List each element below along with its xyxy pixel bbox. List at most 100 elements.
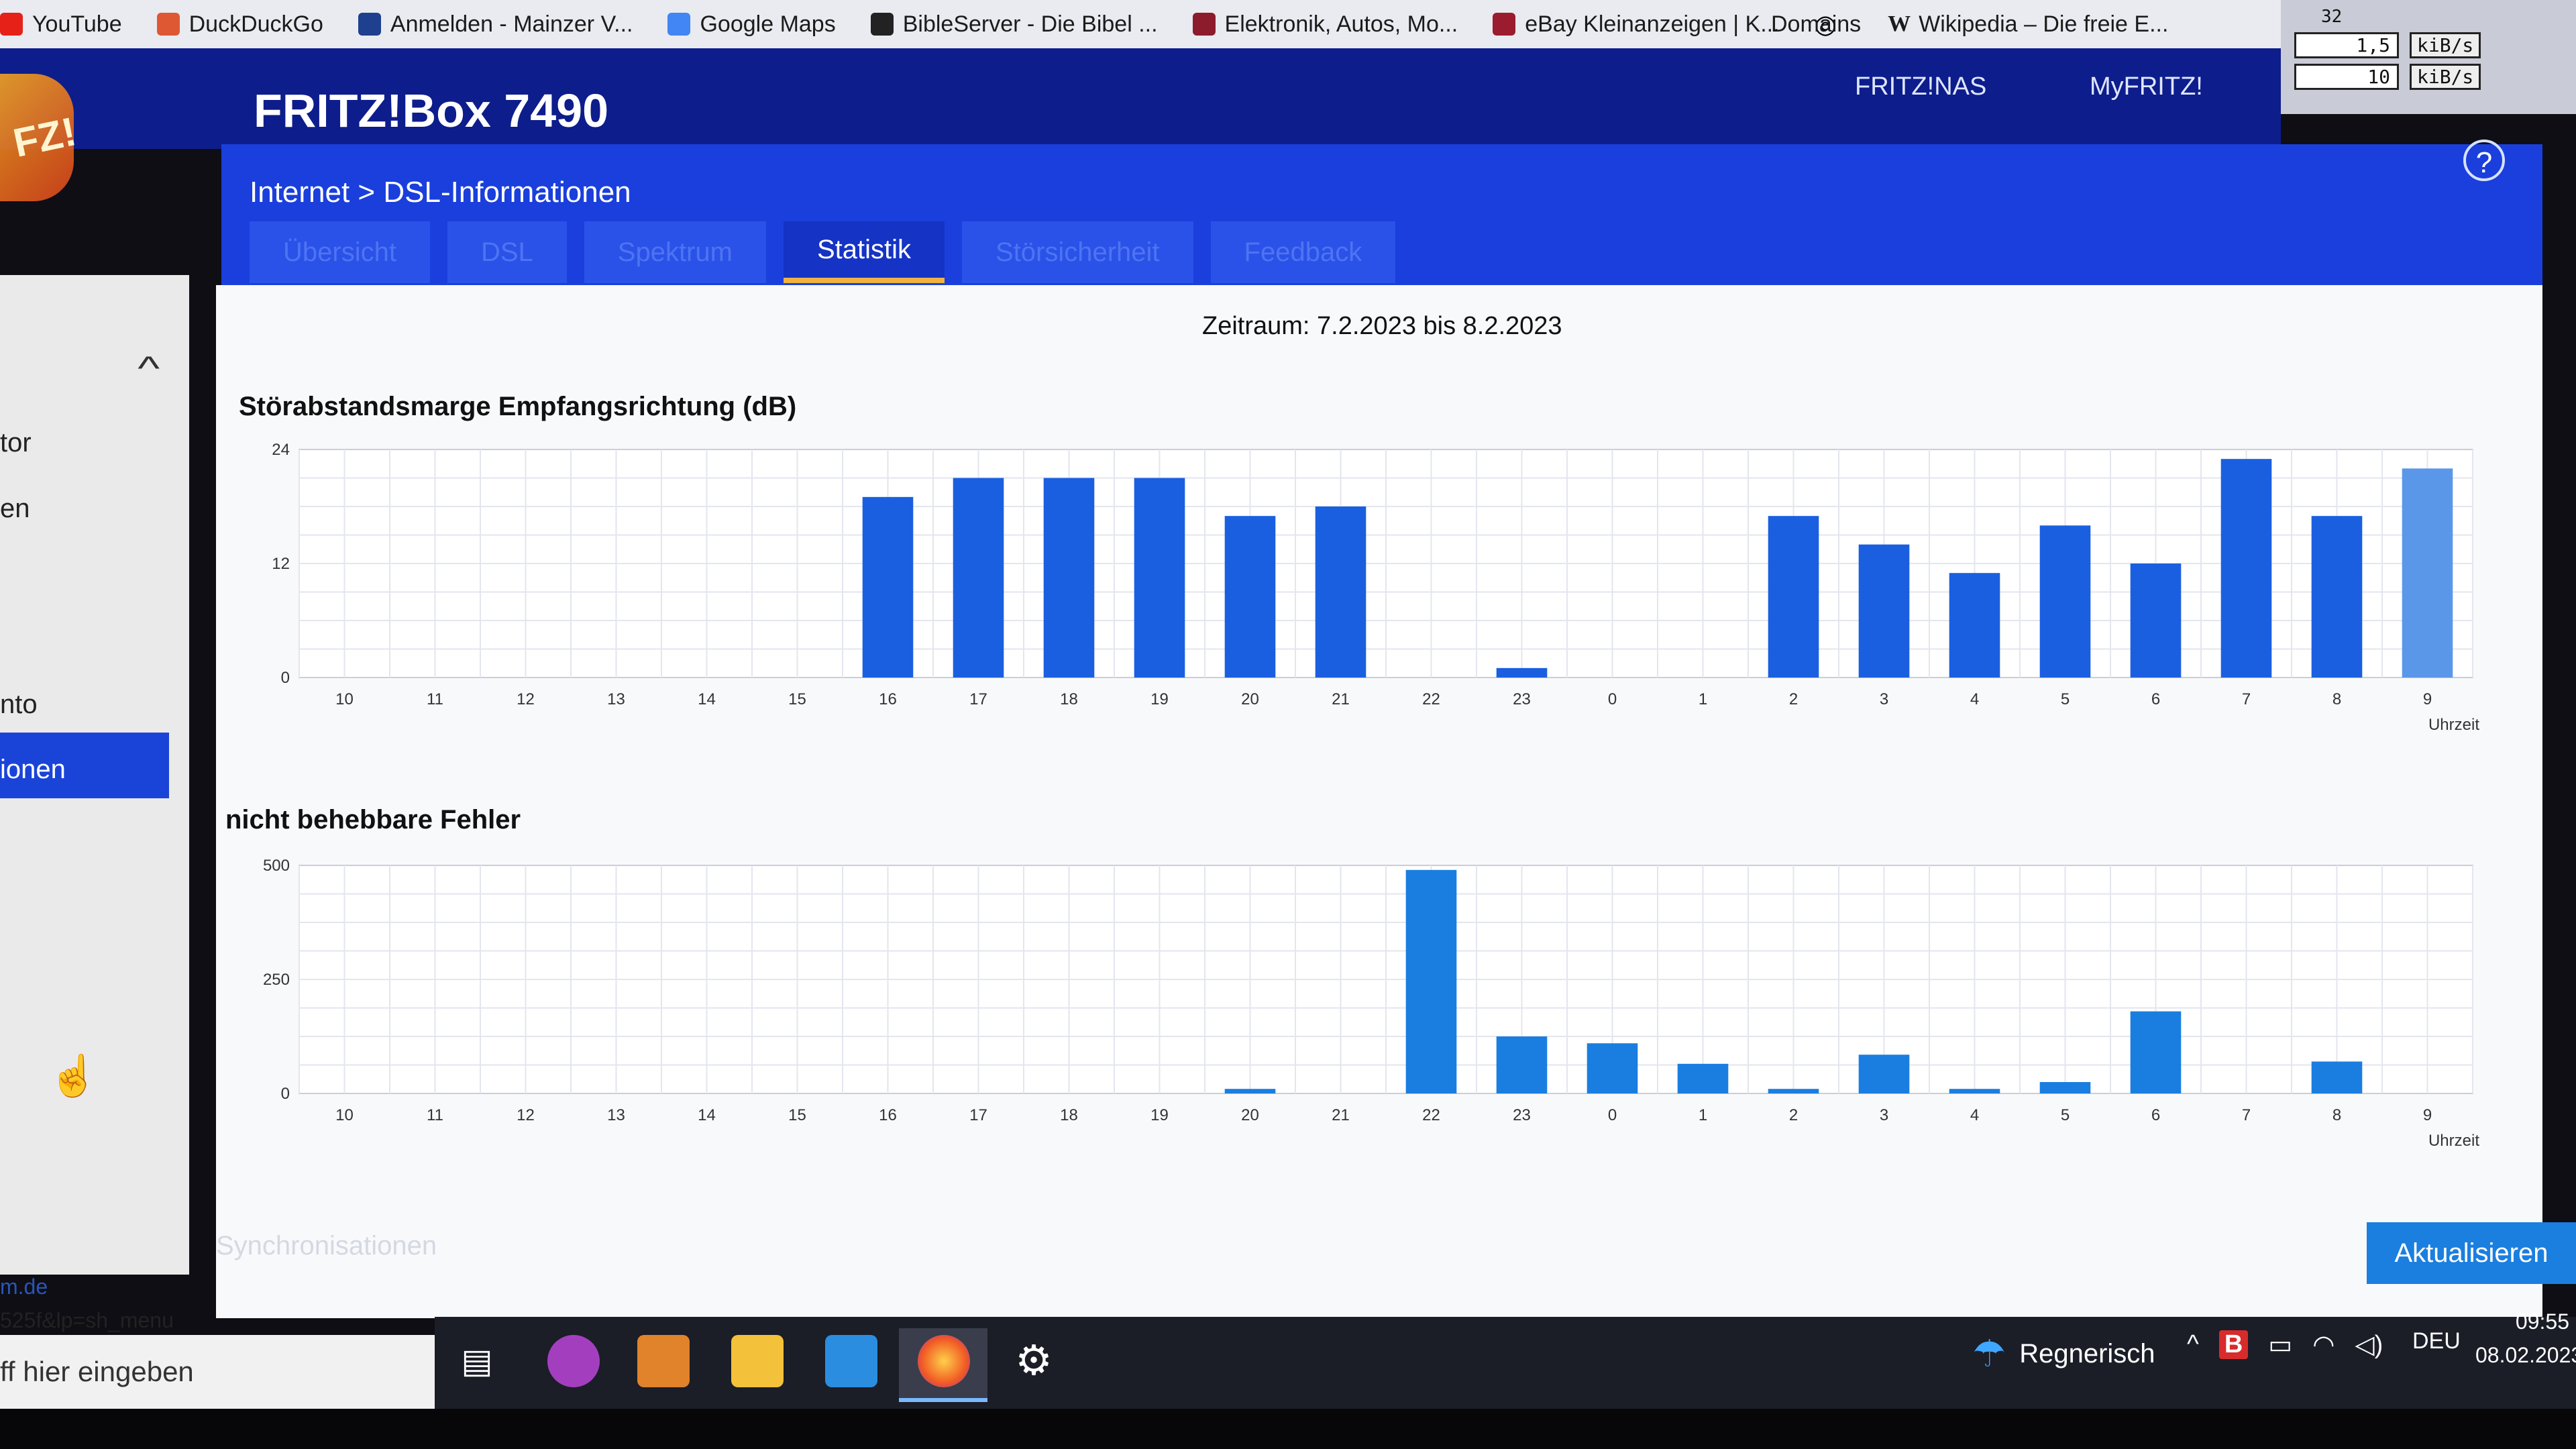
wikipedia-icon: W <box>1888 11 1911 36</box>
x-tick-label: 18 <box>1060 1106 1078 1124</box>
system-tray: ^ B ▭ ◠ ◁) <box>2187 1330 2383 1360</box>
tab-0[interactable]: Übersicht <box>250 221 430 283</box>
x-tick-label: 15 <box>788 1106 806 1124</box>
bookmark-item[interactable]: DuckDuckGo <box>156 11 323 38</box>
clock-time: 09:55 <box>2515 1309 2569 1334</box>
bookmark-favicon-icon <box>1493 13 1516 36</box>
sidebar-item-1[interactable]: tor <box>0 428 32 458</box>
nav-fritznas-link[interactable]: FRITZ!NAS <box>1855 72 1987 101</box>
bar <box>2311 516 2363 678</box>
x-tick-label: 8 <box>2332 690 2341 708</box>
store-icon[interactable] <box>825 1335 877 1387</box>
bookmark-wikipedia[interactable]: W Wikipedia – Die freie E... <box>1888 11 2168 38</box>
app-icon-1[interactable] <box>547 1335 600 1387</box>
bookmark-favicon-icon <box>358 13 381 36</box>
bookmark-favicon-icon <box>156 13 180 36</box>
bookmarks-right: Domains W Wikipedia – Die freie E... <box>1771 0 2168 48</box>
x-tick-label: 23 <box>1513 690 1531 708</box>
weather-label: Regnerisch <box>2019 1338 2155 1368</box>
bar <box>1858 1055 1910 1093</box>
bar <box>2039 1082 2091 1093</box>
bookmark-item[interactable]: YouTube <box>0 11 122 38</box>
bookmark-label: YouTube <box>32 11 122 37</box>
x-tick-label: 2 <box>1789 1106 1798 1124</box>
x-tick-label: 4 <box>1970 1106 1979 1124</box>
bar <box>2311 1061 2363 1093</box>
bookmark-item[interactable]: Elektronik, Autos, Mo... <box>1192 11 1458 38</box>
bookmark-wikipedia-label: Wikipedia – Die freie E... <box>1919 11 2169 37</box>
status-url: m.de <box>0 1275 48 1299</box>
bookmark-domains[interactable]: Domains <box>1771 11 1862 37</box>
x-tick-label: 0 <box>1608 1106 1617 1124</box>
speed-down-unit: kiB/s <box>2410 32 2481 58</box>
wifi-icon[interactable]: ◠ <box>2312 1331 2335 1359</box>
tab-5[interactable]: Feedback <box>1210 221 1396 283</box>
chart-errors-title: nicht behebbare Fehler <box>225 805 521 835</box>
y-tick-label: 0 <box>281 669 290 687</box>
globe-icon[interactable]: ◎ <box>1814 10 1837 39</box>
bookmark-item[interactable]: BibleServer - Die Bibel ... <box>870 11 1158 38</box>
bookmark-favicon-icon <box>870 13 894 36</box>
x-tick-label: 11 <box>427 1106 443 1124</box>
settings-gear-icon[interactable]: ⚙ <box>1015 1338 1053 1384</box>
refresh-button[interactable]: Aktualisieren <box>2367 1222 2576 1284</box>
x-tick-label: 5 <box>2061 1106 2070 1124</box>
sync-section-label: Synchronisationen <box>216 1231 437 1260</box>
speed-down-value: 1,5 <box>2294 32 2399 58</box>
x-tick-label: 4 <box>1970 690 1979 708</box>
bookmark-item[interactable]: Google Maps <box>667 11 836 38</box>
nav-myfritz-link[interactable]: MyFRITZ! <box>2090 72 2203 101</box>
task-view-icon[interactable]: ▤ <box>461 1342 493 1380</box>
bookmark-item[interactable]: Anmelden - Mainzer V... <box>358 11 633 38</box>
sidebar-item-active[interactable] <box>0 733 169 798</box>
bar <box>1587 1043 1638 1093</box>
y-tick-label: 250 <box>263 971 290 989</box>
x-tick-label: 6 <box>2151 1106 2160 1124</box>
fritz-logo[interactable] <box>0 74 74 201</box>
clock[interactable]: 09:55 08.02.2023 <box>2475 1305 2576 1372</box>
bar <box>1949 1089 2000 1093</box>
x-tick-label: 16 <box>879 690 897 708</box>
breadcrumb: Internet > DSL-Informationen <box>250 176 631 209</box>
x-tick-label: 8 <box>2332 1106 2341 1124</box>
x-tick-label: 22 <box>1422 1106 1440 1124</box>
sidebar-item-3[interactable]: nto <box>0 690 38 719</box>
chart-grid <box>299 865 2473 1094</box>
x-tick-label: 9 <box>2423 690 2432 708</box>
period-label: Zeitraum: 7.2.2023 bis 8.2.2023 <box>1202 312 1562 340</box>
bar <box>1496 1036 1548 1093</box>
bookmark-item[interactable]: eBay Kleinanzeigen | K... <box>1493 11 1780 38</box>
firefox-icon[interactable] <box>918 1335 970 1387</box>
x-tick-label: 17 <box>969 690 987 708</box>
x-tick-label: 10 <box>335 1106 354 1124</box>
file-explorer-icon[interactable] <box>731 1335 784 1387</box>
taskbar-search-input[interactable]: ff hier eingeben <box>0 1335 435 1409</box>
bar <box>1496 667 1548 678</box>
battery-icon[interactable]: ▭ <box>2268 1331 2293 1359</box>
weather-widget[interactable]: ☂ Regnerisch <box>1972 1332 2155 1376</box>
tab-4[interactable]: Störsicherheit <box>961 221 1193 283</box>
bar <box>2220 459 2272 678</box>
language-indicator[interactable]: DEU <box>2412 1328 2461 1354</box>
tray-chevron-icon[interactable]: ^ <box>2187 1330 2199 1358</box>
volume-icon[interactable]: ◁) <box>2355 1331 2383 1359</box>
help-icon[interactable]: ? <box>2463 140 2505 181</box>
chevron-up-icon[interactable]: ^ <box>138 350 160 387</box>
media-player-icon[interactable] <box>637 1335 690 1387</box>
tab-3[interactable]: Statistik <box>783 221 945 283</box>
tab-2[interactable]: Spektrum <box>584 221 766 283</box>
x-tick-label: 20 <box>1241 1106 1259 1124</box>
product-title: FRITZ!Box 7490 <box>254 85 608 137</box>
bookmark-favicon-icon <box>0 13 23 36</box>
x-tick-label: 23 <box>1513 1106 1531 1124</box>
tray-badge-icon[interactable]: B <box>2218 1330 2249 1359</box>
chart-snr-title: Störabstandsmarge Empfangsrichtung (dB) <box>239 392 797 421</box>
bar <box>1043 478 1095 678</box>
tab-1[interactable]: DSL <box>447 221 567 283</box>
sidebar-item-2[interactable]: en <box>0 494 30 523</box>
tab-bar: Übersicht DSL Spektrum Statistik Störsicherh… <box>250 221 1396 283</box>
sidebar-item-active-label: ionen <box>0 755 66 784</box>
speed-meter-widget: 32 1,5 kiB/s 10 kiB/s <box>2281 0 2576 114</box>
x-tick-label: 13 <box>607 1106 625 1124</box>
